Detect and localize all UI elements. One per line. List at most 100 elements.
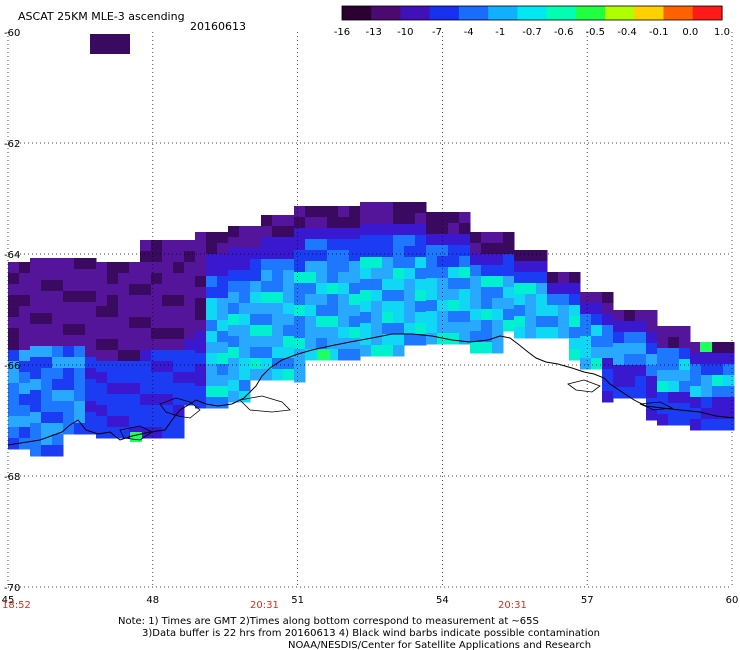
swath-cell	[646, 398, 658, 410]
swath-cell	[63, 357, 75, 369]
island-outline	[119, 379, 674, 441]
swath-cell	[448, 311, 460, 323]
swath-cell	[525, 316, 537, 328]
swath-cell	[371, 235, 383, 247]
colorbar-swatch	[429, 6, 460, 20]
swath-cell	[426, 322, 438, 334]
swath-cell	[195, 342, 207, 354]
swath-cell	[426, 311, 438, 323]
swath-cell	[558, 272, 570, 284]
swath-cell	[74, 335, 86, 347]
swath-cell	[668, 370, 680, 382]
colorbar-swatch	[663, 6, 694, 20]
swath-cell	[657, 414, 669, 426]
swath-cell	[261, 259, 273, 271]
swath-cell	[41, 280, 53, 292]
swath-cell	[613, 365, 625, 377]
note-line-3: NOAA/NESDIS/Center for Satellite Applica…	[288, 640, 591, 650]
swath-cell	[679, 381, 691, 393]
swath-cell	[19, 405, 31, 417]
swath-cell	[162, 240, 174, 252]
swath-cell	[426, 212, 438, 224]
swath-cell	[415, 268, 427, 280]
swath-cell	[437, 289, 449, 301]
swath-cell	[217, 331, 229, 343]
swath-cell	[668, 348, 680, 360]
swath-cell	[173, 240, 185, 252]
swath-cell	[129, 350, 141, 362]
swath-cell	[415, 323, 427, 335]
swath-cell	[118, 427, 130, 439]
swath-cell	[239, 237, 251, 249]
swath-cell	[140, 383, 152, 395]
swath-cell	[19, 317, 31, 329]
swath-cell	[503, 287, 515, 299]
swath-cell	[96, 306, 108, 318]
swath-cell	[470, 342, 482, 354]
swath-cell	[162, 339, 174, 351]
swath-cell	[360, 290, 372, 302]
swath-cell	[250, 325, 262, 337]
swath-cell	[184, 273, 196, 285]
swath-cell	[382, 268, 394, 280]
swath-cell	[173, 372, 185, 384]
swath-cell	[272, 303, 284, 315]
swath-cell	[8, 339, 20, 351]
swath-cell	[591, 325, 603, 337]
swath-cell	[316, 305, 328, 317]
swath-cell	[107, 295, 119, 307]
swath-cell	[63, 302, 75, 314]
swath-cell	[371, 301, 383, 313]
swath-cell	[140, 405, 152, 417]
swath-cell	[316, 338, 328, 350]
swath-cell	[239, 369, 251, 381]
lat-lon-grid	[7, 32, 733, 588]
swath-cell	[162, 394, 174, 406]
swath-cell	[184, 361, 196, 373]
swath-cell	[426, 234, 438, 246]
latitude-tick-label: -64	[4, 250, 20, 261]
swath-cell	[140, 295, 152, 307]
swath-cell	[349, 217, 361, 229]
swath-cell	[184, 328, 196, 340]
longitude-tick-label: 51	[291, 595, 304, 606]
swath-cell	[206, 298, 218, 310]
swath-cell	[261, 347, 273, 359]
swath-cell	[74, 346, 86, 358]
swath-cell	[250, 237, 262, 249]
swath-cell	[635, 376, 647, 388]
swath-cell	[690, 375, 702, 387]
swath-cell	[327, 261, 339, 273]
swath-cell	[338, 217, 350, 229]
swath-cell	[8, 394, 20, 406]
swath-cell	[140, 339, 152, 351]
swath-cell	[19, 372, 31, 384]
longitude-tick-label: 60	[726, 595, 739, 606]
swath-cell	[305, 217, 317, 229]
swath-cell	[8, 350, 20, 362]
swath-cell	[107, 405, 119, 417]
swath-cell	[217, 309, 229, 321]
colorbar-tick-label: 1.0	[714, 27, 730, 38]
swath-cell	[327, 349, 339, 361]
swath-cell	[382, 290, 394, 302]
swath-cell	[30, 280, 42, 292]
swath-cell	[261, 314, 273, 326]
swath-cell	[613, 354, 625, 366]
swath-cell	[151, 273, 163, 285]
swath-cell	[668, 359, 680, 371]
swath-cell	[74, 302, 86, 314]
swath-cell	[41, 324, 53, 336]
pass-time-3: 20:31	[498, 600, 527, 611]
colorbar-swatch	[371, 6, 401, 20]
swath-cell	[481, 298, 493, 310]
swath-cell	[602, 347, 614, 359]
swath-cell	[173, 317, 185, 329]
swath-cell	[382, 257, 394, 269]
swath-cell	[536, 327, 548, 339]
colorbar-swatch	[458, 6, 489, 20]
swath-cell	[30, 313, 42, 325]
swath-cell	[8, 262, 20, 274]
swath-cell	[349, 250, 361, 262]
swath-cell	[239, 358, 251, 370]
